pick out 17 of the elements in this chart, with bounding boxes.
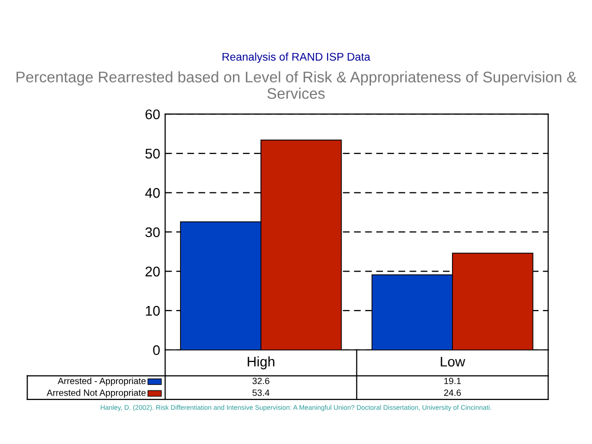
y-tick-label: 10 bbox=[146, 306, 160, 316]
y-tick-label: 30 bbox=[145, 227, 160, 238]
y-tick-label: 50 bbox=[145, 148, 160, 159]
x-tick-label: Low bbox=[440, 356, 466, 367]
y-tick-label: 0 bbox=[153, 345, 160, 356]
data-label: 32.6 bbox=[252, 378, 270, 384]
y-tick-label: 40 bbox=[145, 188, 160, 198]
chart-subtitle: Percentage Rearrested based on Level of Risk & Appropriateness of Supervision & Services bbox=[16, 71, 576, 99]
data-label: 53.4 bbox=[252, 390, 270, 396]
data-label: 19.1 bbox=[444, 378, 461, 384]
y-tick-label: 20 bbox=[146, 266, 160, 276]
legend-label: Arrested Not Appropriate bbox=[46, 389, 146, 398]
data-label: 24.6 bbox=[444, 390, 461, 396]
chart-title: Reanalysis of RAND ISP Data bbox=[222, 52, 370, 63]
y-tick-label: 60 bbox=[146, 109, 160, 120]
x-tick-label: High bbox=[248, 356, 274, 370]
legend-label: Arrested - Appropriate bbox=[58, 377, 146, 386]
